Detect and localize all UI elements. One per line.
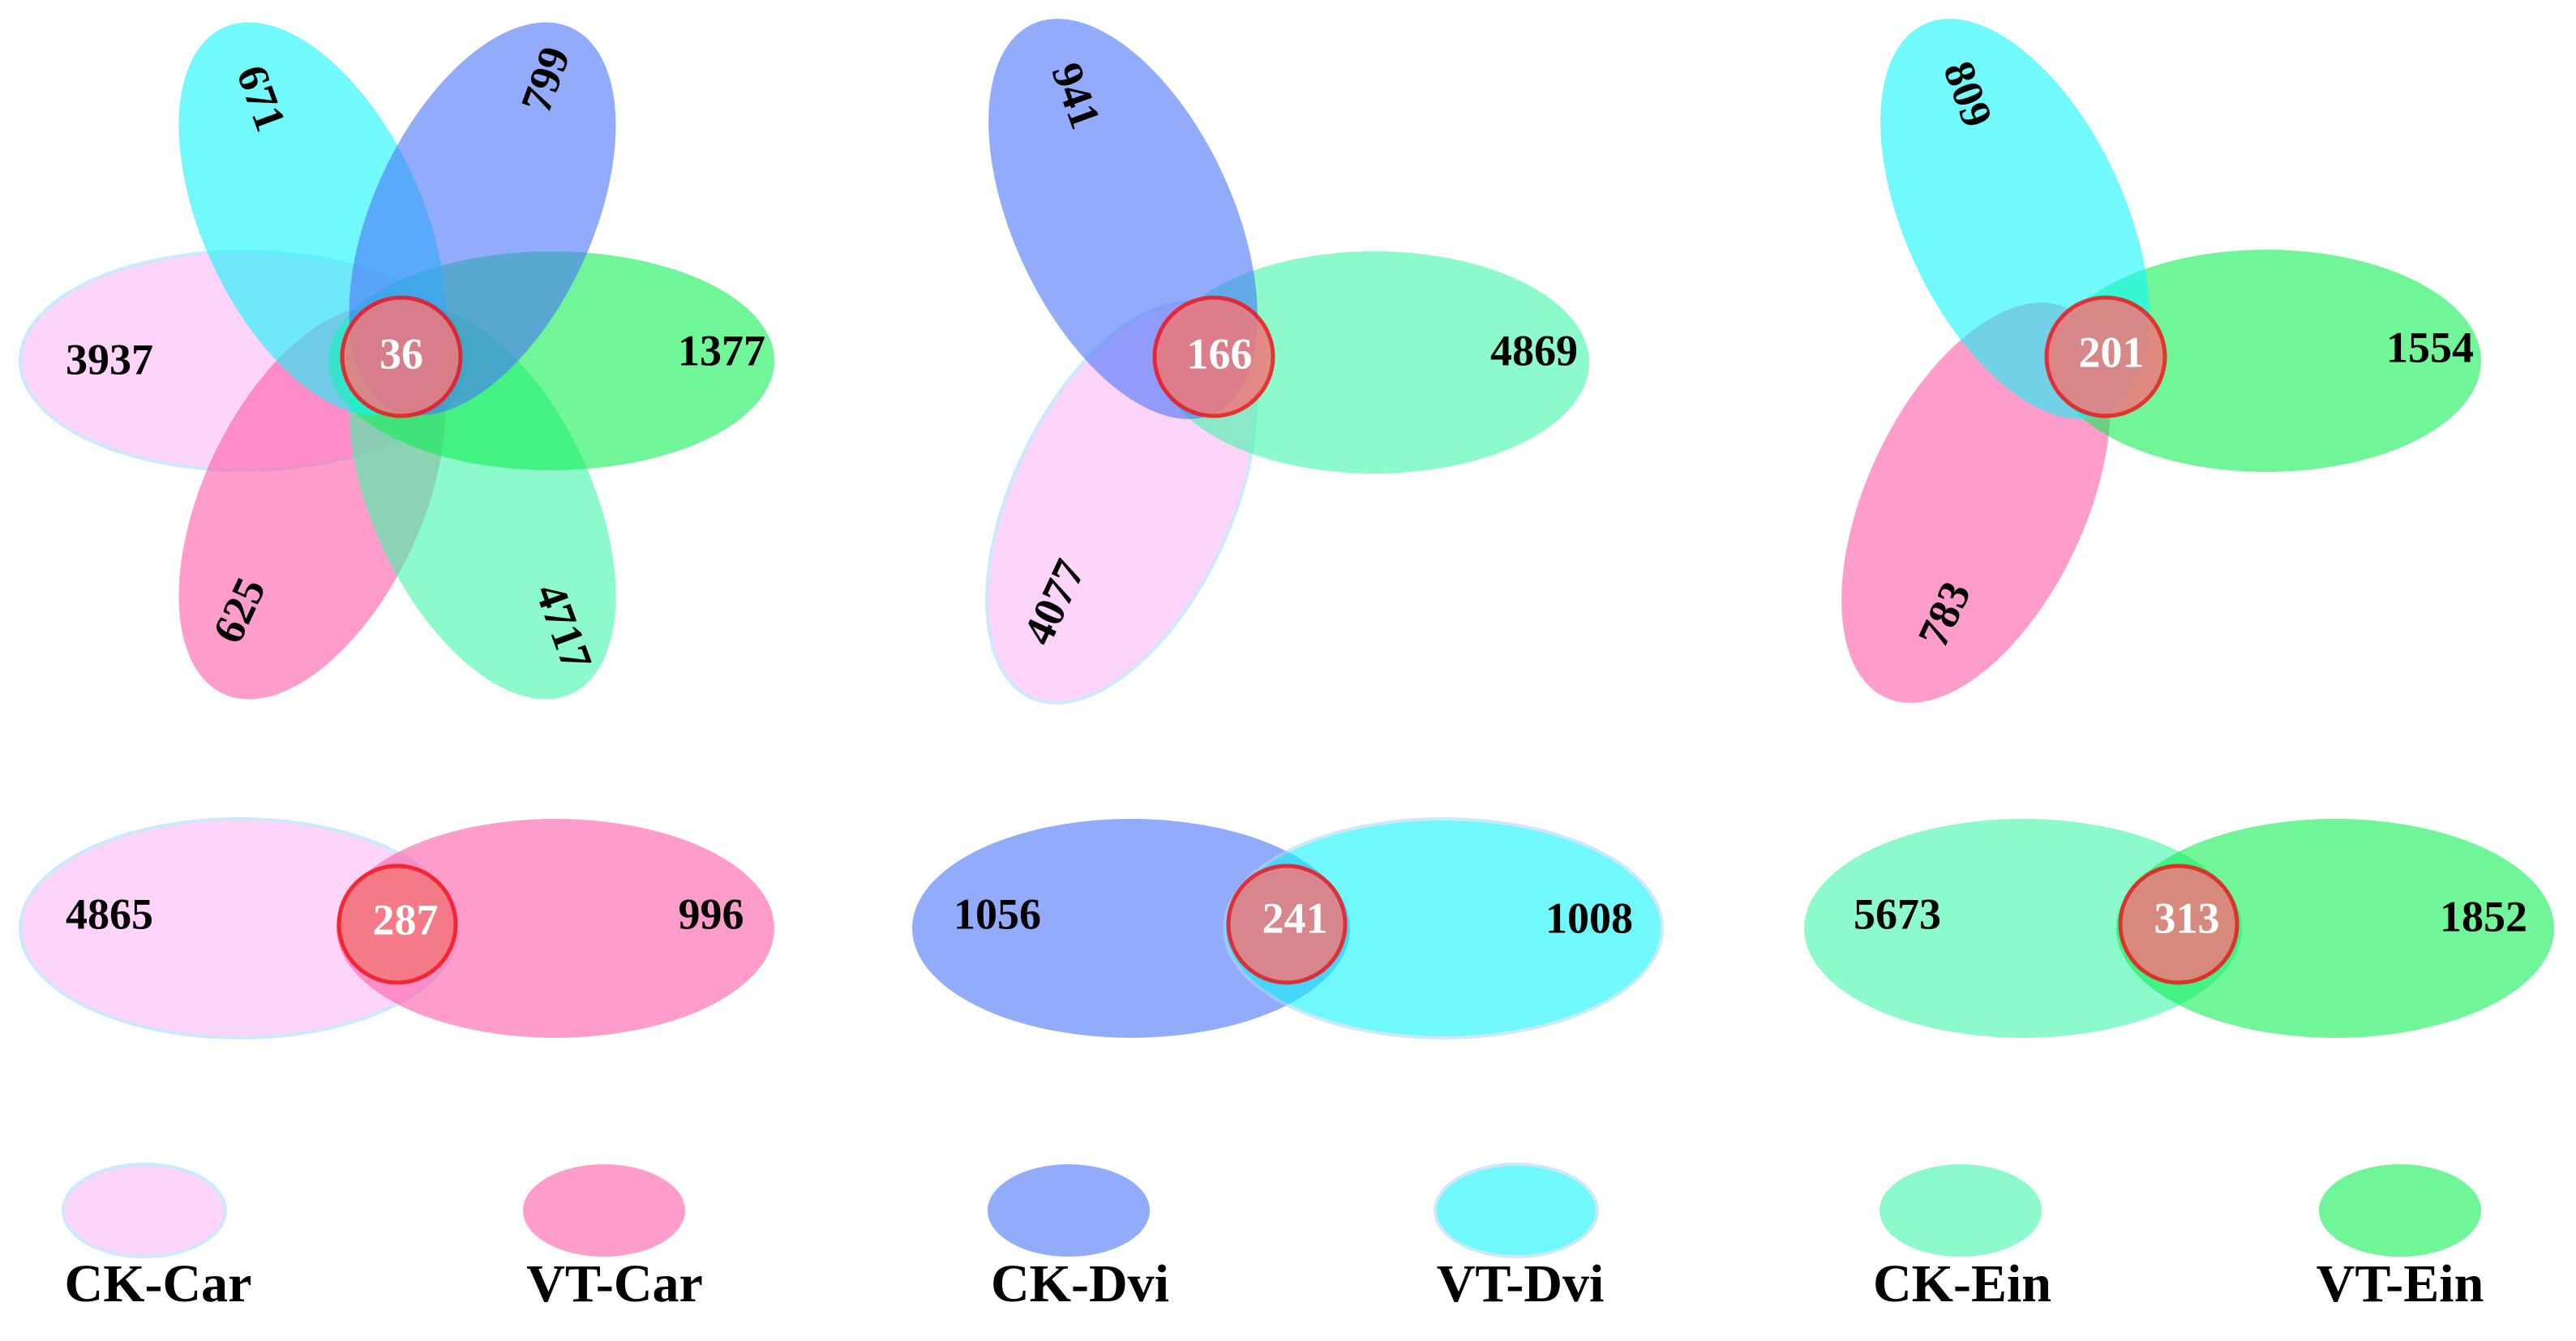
- dvi-three-core-value: 166: [1187, 329, 1253, 378]
- legend-label-ck-dvi: CK-Dvi: [991, 1254, 1169, 1313]
- label-ck-ein-only-2: 4869: [1490, 326, 1578, 375]
- legend: CK-Car VT-Car CK-Dvi VT-Dvi CK-Ein VT-Ei…: [62, 1163, 2484, 1313]
- legend-label-vt-car: VT-Car: [526, 1254, 703, 1313]
- legend-swatch-vt-dvi: [1434, 1163, 1599, 1258]
- ein-pair-core-value: 313: [2154, 893, 2220, 942]
- legend-swatch-ck-ein: [1879, 1164, 2042, 1257]
- legend-label-ck-car: CK-Car: [65, 1254, 252, 1313]
- pair-vt-car: [336, 819, 774, 1038]
- ein-three-core: [2044, 295, 2167, 418]
- legend-label-ck-ein: CK-Ein: [1873, 1254, 2051, 1313]
- dvi-three-core: [1152, 295, 1275, 418]
- dvi-three-venn: 941 4869 4077 166: [985, 19, 1589, 705]
- label-vt-ein-only-3: 1554: [2386, 323, 2474, 371]
- legend-item-vt-ein: VT-Ein: [2317, 1164, 2484, 1313]
- label-vt-ein-only: 1377: [678, 326, 765, 375]
- legend-label-vt-ein: VT-Ein: [2317, 1254, 2484, 1313]
- ein-three-core-value: 201: [2079, 328, 2145, 376]
- flower-core-value: 36: [379, 329, 423, 378]
- legend-swatch-ck-dvi: [988, 1164, 1150, 1257]
- pair-ck-dvi: [912, 819, 1350, 1038]
- legend-item-ck-ein: CK-Ein: [1873, 1164, 2051, 1313]
- car-pair-right-value: 996: [679, 889, 744, 938]
- dvi-pair-core-value: 241: [1262, 893, 1328, 942]
- dvi-pair-right-value: 1008: [1545, 893, 1633, 942]
- car-pair-left-value: 4865: [66, 889, 153, 938]
- car-pair-venn: 4865 996 287: [19, 817, 774, 1039]
- legend-item-vt-dvi: VT-Dvi: [1434, 1163, 1605, 1313]
- car-pair-core-value: 287: [373, 895, 439, 944]
- pair-vt-ein: [2116, 819, 2554, 1038]
- ein-pair-core: [2118, 863, 2240, 985]
- legend-swatch-ck-car: [62, 1163, 227, 1258]
- dvi-pair-core: [1226, 863, 1348, 985]
- pair-ck-ein: [1804, 819, 2242, 1038]
- dvi-pair-left-value: 1056: [954, 889, 1041, 938]
- ein-pair-venn: 5673 1852 313: [1804, 819, 2554, 1038]
- ein-three-venn: 809 1554 783 201: [1841, 19, 2481, 703]
- legend-item-ck-car: CK-Car: [62, 1163, 252, 1313]
- ein-pair-left-value: 5673: [1854, 889, 1941, 938]
- pair-vt-dvi: [1223, 817, 1664, 1039]
- legend-item-vt-car: VT-Car: [523, 1164, 703, 1313]
- legend-label-vt-dvi: VT-Dvi: [1437, 1254, 1605, 1313]
- petal-ck-ein-2: [1159, 251, 1589, 473]
- flower-core: [340, 295, 463, 418]
- legend-swatch-vt-ein: [2319, 1164, 2481, 1257]
- car-pair-core: [336, 863, 458, 985]
- dvi-pair-venn: 1056 1008 241: [912, 817, 1664, 1039]
- legend-swatch-vt-car: [523, 1164, 685, 1257]
- flower-venn: 3937 1377 671 799 625 4717 36: [19, 22, 774, 700]
- label-ck-car-only: 3937: [66, 335, 153, 383]
- legend-item-ck-dvi: CK-Dvi: [988, 1164, 1169, 1313]
- petal-vt-ein-3: [2051, 250, 2481, 472]
- ein-pair-right-value: 1852: [2440, 892, 2527, 940]
